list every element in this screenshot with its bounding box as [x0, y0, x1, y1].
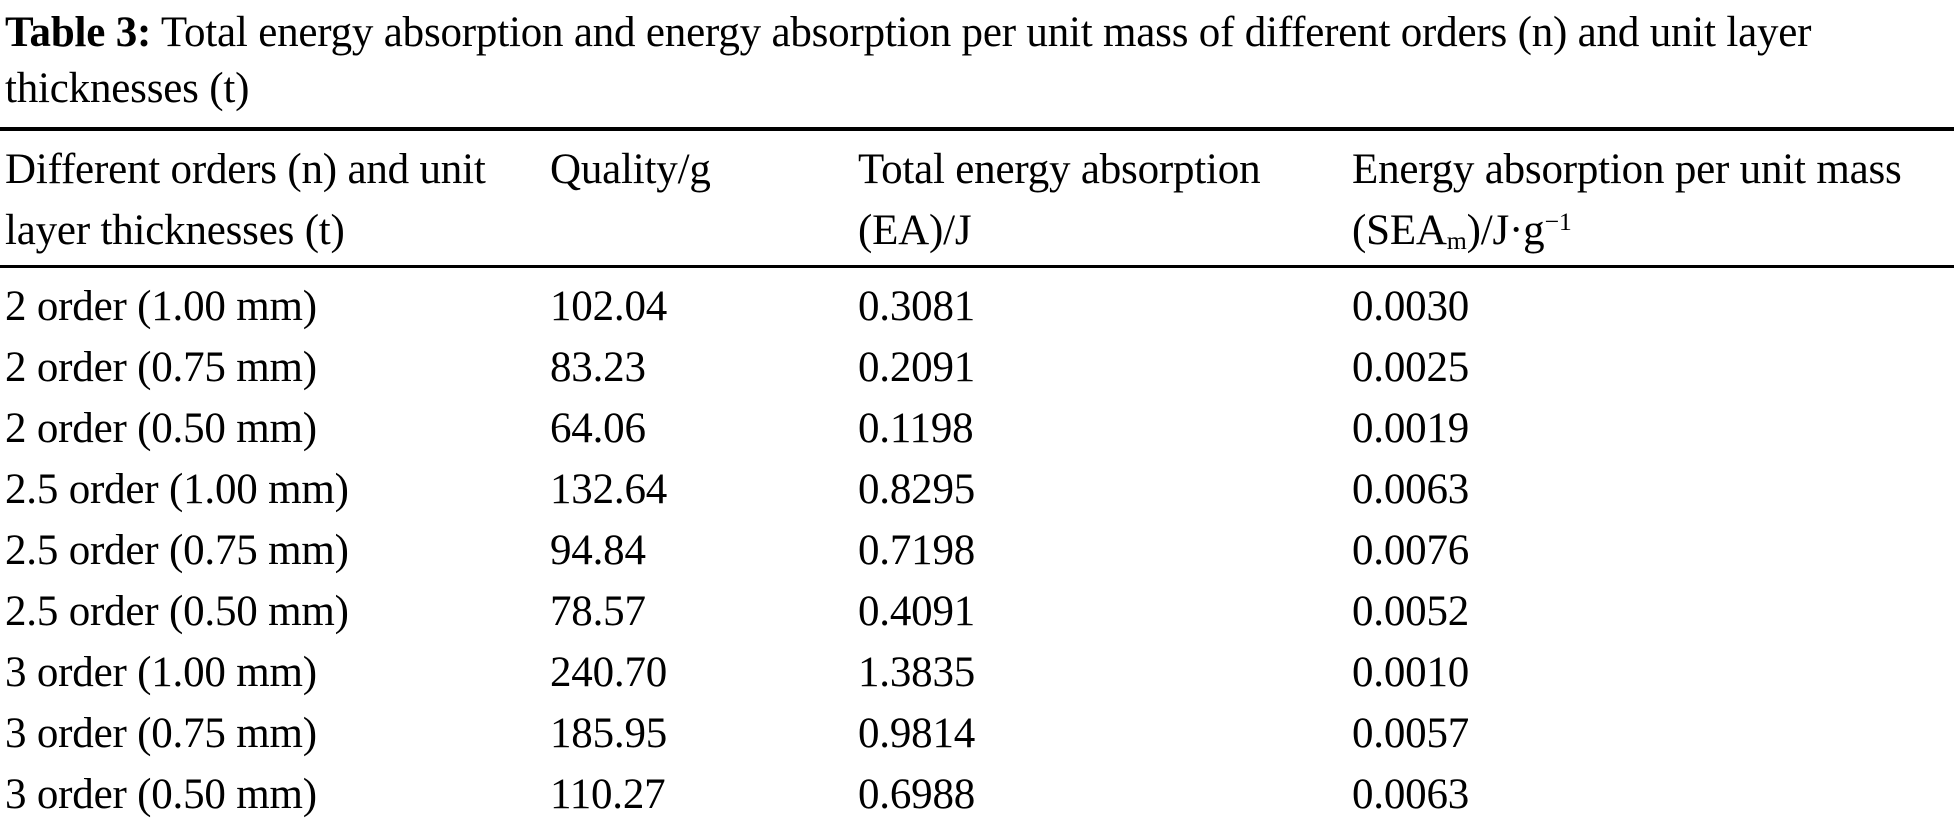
cell-quality: 132.64: [550, 466, 668, 513]
header-col-sea-subscript: m: [1446, 225, 1467, 255]
cell-total-ea: 0.6988: [858, 771, 976, 818]
cell-sea: 0.0063: [1352, 771, 1470, 818]
table-body: 2 order (1.00 mm) 102.04 0.3081 0.0030 2…: [0, 267, 1954, 825]
cell-total-ea: 0.1198: [858, 405, 974, 452]
table-row: 2 order (0.50 mm) 64.06 0.1198 0.0019: [0, 398, 1954, 459]
cell-order-label: 3 order (0.75 mm): [5, 710, 317, 757]
cell-total-ea: 0.8295: [858, 466, 976, 513]
cell-total-ea: 1.3835: [858, 649, 976, 696]
table-row: 3 order (1.00 mm) 240.70 1.3835 0.0010: [0, 642, 1954, 703]
cell-sea: 0.0063: [1352, 466, 1470, 513]
cell-total-ea: 0.3081: [858, 283, 976, 330]
data-table: Different orders (n) and unit layer thic…: [0, 127, 1954, 825]
header-col-sea-text: Energy absorption per unit mass (SEA: [1352, 146, 1902, 254]
header-row: Different orders (n) and unit layer thic…: [0, 129, 1954, 268]
table-row: 2 order (1.00 mm) 102.04 0.3081 0.0030: [0, 267, 1954, 338]
table-caption: Table 3: Total energy absorption and ene…: [0, 5, 1954, 117]
cell-order-label: 3 order (1.00 mm): [5, 649, 317, 696]
table-row: 3 order (0.50 mm) 110.27 0.6988 0.0063: [0, 764, 1954, 825]
cell-sea: 0.0025: [1352, 344, 1470, 391]
cell-sea: 0.0057: [1352, 710, 1470, 757]
cell-total-ea: 0.4091: [858, 588, 976, 635]
cell-quality: 110.27: [550, 771, 666, 818]
header-col-quality: Quality/g: [550, 129, 858, 268]
cell-order-label: 2 order (0.75 mm): [5, 344, 317, 391]
cell-sea: 0.0019: [1352, 405, 1470, 452]
cell-order-label: 3 order (0.50 mm): [5, 771, 317, 818]
table-row: 2.5 order (1.00 mm) 132.64 0.8295 0.0063: [0, 459, 1954, 520]
cell-quality: 185.95: [550, 710, 668, 757]
table-header: Different orders (n) and unit layer thic…: [0, 129, 1954, 268]
header-col-sea-exponent: −1: [1544, 206, 1572, 236]
header-col-total-ea: Total energy absorption (EA)/J: [858, 129, 1352, 268]
cell-order-label: 2 order (0.50 mm): [5, 405, 317, 452]
table-row: 2.5 order (0.75 mm) 94.84 0.7198 0.0076: [0, 520, 1954, 581]
cell-order-label: 2.5 order (0.75 mm): [5, 527, 349, 574]
cell-sea: 0.0052: [1352, 588, 1470, 635]
cell-quality: 64.06: [550, 405, 646, 452]
cell-order-label: 2.5 order (0.50 mm): [5, 588, 349, 635]
header-col-sea-units: )/J·g: [1466, 207, 1545, 254]
header-col-sea: Energy absorption per unit mass (SEAm)/J…: [1352, 129, 1954, 268]
cell-quality: 83.23: [550, 344, 646, 391]
cell-sea: 0.0030: [1352, 283, 1470, 330]
table-row: 3 order (0.75 mm) 185.95 0.9814 0.0057: [0, 703, 1954, 764]
cell-sea: 0.0076: [1352, 527, 1470, 574]
table-caption-label: Table 3:: [5, 9, 152, 56]
cell-total-ea: 0.2091: [858, 344, 976, 391]
cell-total-ea: 0.9814: [858, 710, 976, 757]
cell-sea: 0.0010: [1352, 649, 1470, 696]
table-row: 2 order (0.75 mm) 83.23 0.2091 0.0025: [0, 337, 1954, 398]
cell-quality: 102.04: [550, 283, 668, 330]
cell-quality: 240.70: [550, 649, 668, 696]
header-col-orders: Different orders (n) and unit layer thic…: [0, 129, 550, 268]
cell-quality: 78.57: [550, 588, 646, 635]
cell-order-label: 2 order (1.00 mm): [5, 283, 317, 330]
cell-total-ea: 0.7198: [858, 527, 976, 574]
table-row: 2.5 order (0.50 mm) 78.57 0.4091 0.0052: [0, 581, 1954, 642]
table-caption-text: Total energy absorption and energy absor…: [5, 9, 1812, 112]
cell-order-label: 2.5 order (1.00 mm): [5, 466, 349, 513]
cell-quality: 94.84: [550, 527, 646, 574]
